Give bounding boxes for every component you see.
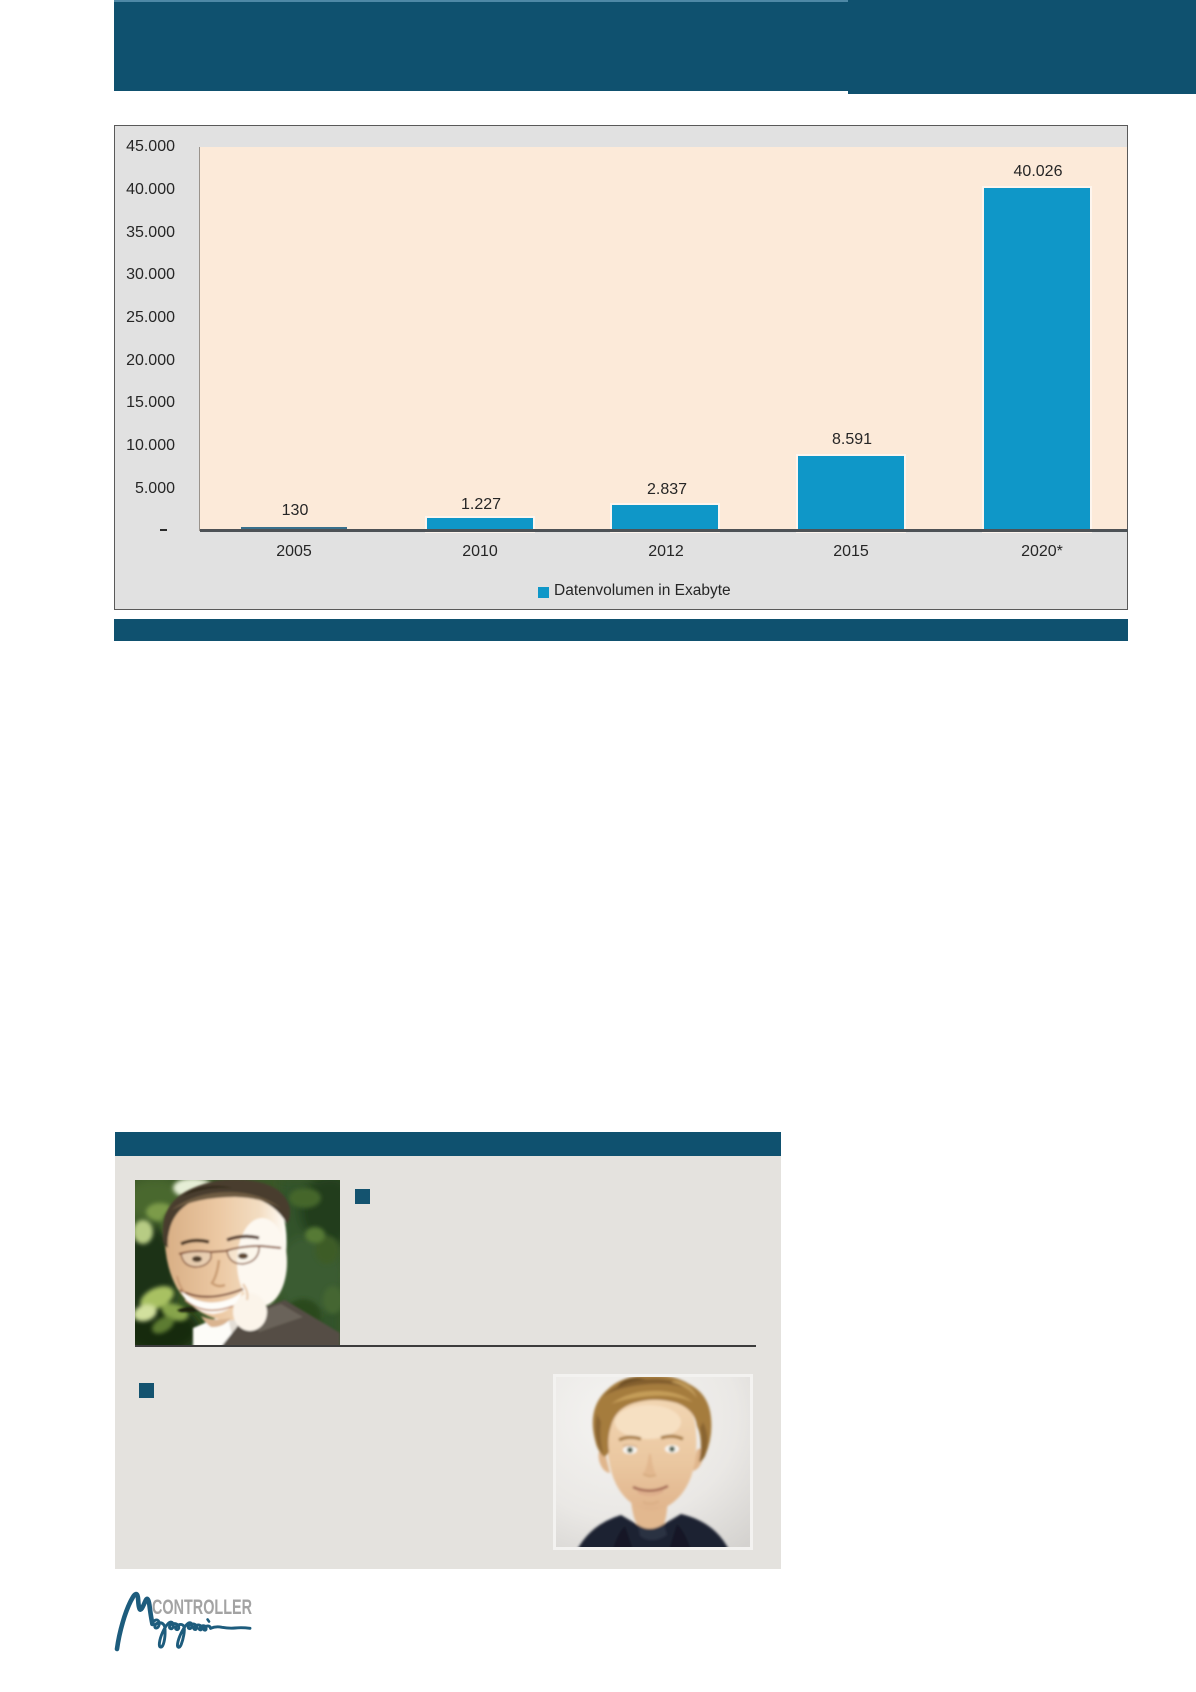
svg-text:CONTROLLER: CONTROLLER: [152, 1596, 252, 1619]
